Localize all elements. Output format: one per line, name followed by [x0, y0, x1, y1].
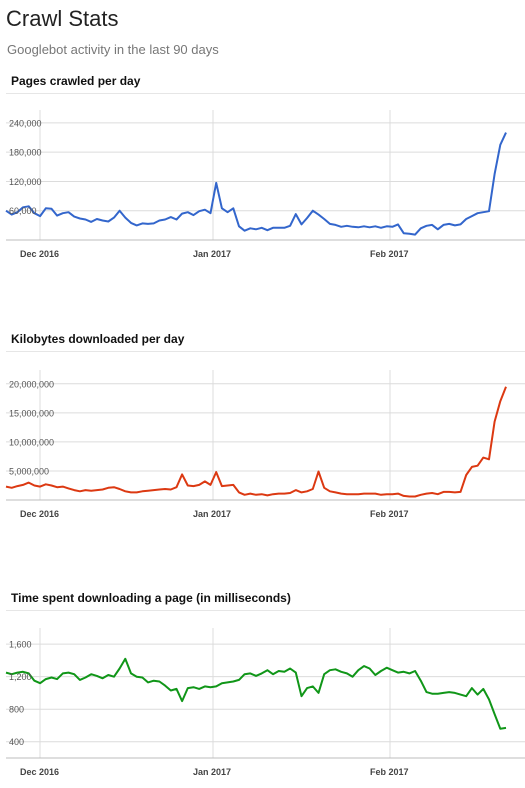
kilobytes-downloaded-x-tick-label: Feb 2017: [370, 509, 409, 519]
pages-crawled-title: Pages crawled per day: [11, 74, 141, 88]
kilobytes-downloaded-y-tick-label: 20,000,000: [9, 379, 54, 389]
page-subtitle: Googlebot activity in the last 90 days: [7, 42, 219, 57]
download-time-series-line[interactable]: [5, 657, 507, 730]
pages-crawled-x-tick-label: Jan 2017: [193, 249, 231, 259]
pages-crawled-chart[interactable]: 60,000 120,000 180,000 240,000 Dec 2016 Jan 2…: [0, 110, 525, 270]
download-time-title: Time spent downloading a page (in millis…: [11, 591, 291, 605]
kilobytes-downloaded-chart[interactable]: 5,000,000 10,000,000 15,000,000 20,000,000 D…: [0, 370, 525, 530]
page-title: Crawl Stats: [6, 6, 119, 31]
pages-crawled-y-tick-label: 120,000: [9, 177, 42, 187]
download-time-y-tick-label: 400: [9, 737, 24, 747]
kilobytes-downloaded-x-tick-label: Jan 2017: [193, 509, 231, 519]
kilobytes-downloaded-y-tick-label: 15,000,000: [9, 408, 54, 418]
download-time-chart[interactable]: 400 800 1,200 1,600 Dec 2016 Jan 2017 Feb 2017: [0, 628, 525, 788]
pages-crawled-x-tick-label: Dec 2016: [20, 249, 59, 259]
download-time-y-tick-label: 800: [9, 705, 24, 715]
pages-crawled-y-tick-label: 180,000: [9, 148, 42, 158]
pages-crawled-y-tick-label: 60,000: [9, 206, 37, 216]
kilobytes-downloaded-title: Kilobytes downloaded per day: [11, 332, 185, 346]
download-time-x-tick-label: Jan 2017: [193, 767, 231, 777]
download-time-x-tick-label: Feb 2017: [370, 767, 409, 777]
pages-crawled-series-line[interactable]: [5, 132, 507, 236]
pages-crawled-y-tick-label: 240,000: [9, 118, 42, 128]
download-time-x-tick-label: Dec 2016: [20, 767, 59, 777]
download-time-y-tick-label: 1,200: [9, 672, 32, 682]
section-divider: [6, 351, 525, 352]
section-divider: [6, 610, 525, 611]
kilobytes-downloaded-y-tick-label: 10,000,000: [9, 437, 54, 447]
kilobytes-downloaded-y-tick-label: 5,000,000: [9, 466, 49, 476]
section-divider: [6, 93, 525, 94]
download-time-y-tick-label: 1,600: [9, 640, 32, 650]
pages-crawled-x-tick-label: Feb 2017: [370, 249, 409, 259]
kilobytes-downloaded-x-tick-label: Dec 2016: [20, 509, 59, 519]
kilobytes-downloaded-series-line[interactable]: [5, 386, 507, 498]
